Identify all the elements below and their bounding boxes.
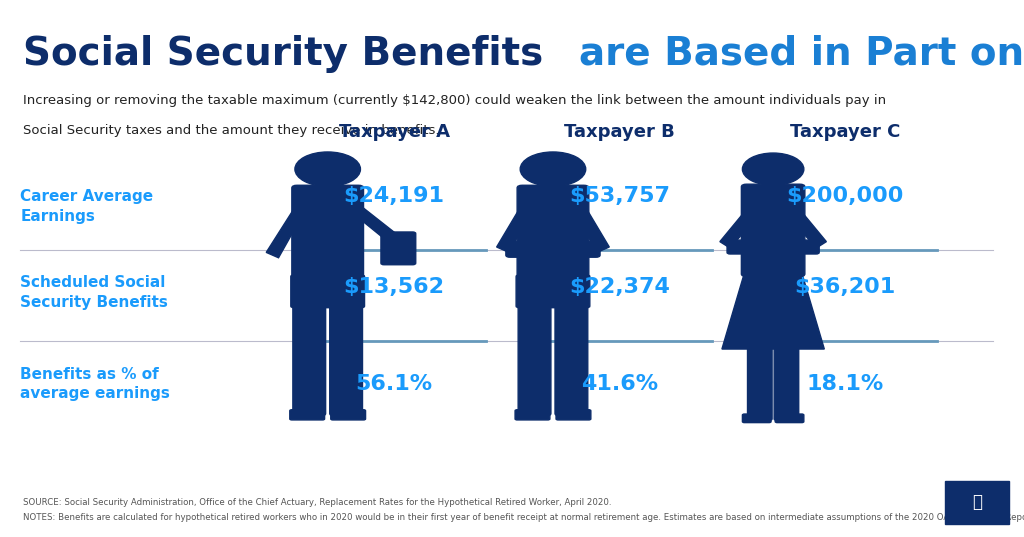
Text: 18.1%: 18.1% [806, 374, 884, 394]
Text: Social Security taxes and the amount they receive in benefits.: Social Security taxes and the amount the… [23, 124, 439, 136]
FancyBboxPatch shape [518, 299, 551, 416]
FancyBboxPatch shape [556, 410, 591, 420]
Text: Taxpayer A: Taxpayer A [339, 122, 450, 141]
Text: Increasing or removing the taxable maximum (currently $142,800) could weaken the: Increasing or removing the taxable maxim… [23, 94, 886, 107]
Text: Social Security Benefits: Social Security Benefits [23, 35, 556, 73]
Text: Taxpayer C: Taxpayer C [790, 122, 900, 141]
Text: Benefits as % of
average earnings: Benefits as % of average earnings [20, 367, 170, 401]
Polygon shape [348, 204, 399, 244]
FancyBboxPatch shape [945, 481, 1009, 524]
Text: 🔥: 🔥 [972, 493, 982, 511]
Text: Taxpayer B: Taxpayer B [564, 122, 675, 141]
Text: Career Average
Earnings: Career Average Earnings [20, 190, 154, 224]
Text: NOTES: Benefits are calculated for hypothetical retired workers who in 2020 woul: NOTES: Benefits are calculated for hypot… [23, 513, 1024, 522]
Polygon shape [571, 204, 609, 252]
FancyBboxPatch shape [381, 232, 416, 265]
FancyBboxPatch shape [543, 169, 563, 191]
Text: 56.1%: 56.1% [355, 374, 433, 394]
FancyBboxPatch shape [290, 410, 325, 420]
FancyBboxPatch shape [291, 275, 365, 308]
Text: $53,757: $53,757 [569, 186, 670, 206]
Polygon shape [266, 204, 307, 258]
Text: $22,374: $22,374 [569, 277, 670, 297]
FancyBboxPatch shape [506, 241, 600, 257]
FancyBboxPatch shape [330, 299, 362, 416]
FancyBboxPatch shape [741, 184, 805, 277]
Text: Scheduled Social
Security Benefits: Scheduled Social Security Benefits [20, 275, 168, 310]
Text: $200,000: $200,000 [786, 186, 903, 206]
FancyBboxPatch shape [727, 240, 819, 254]
FancyBboxPatch shape [764, 169, 782, 189]
Polygon shape [389, 234, 404, 252]
FancyBboxPatch shape [517, 185, 589, 282]
Text: are Based in Part on Wages: are Based in Part on Wages [579, 35, 1024, 73]
Polygon shape [787, 209, 826, 248]
FancyBboxPatch shape [317, 169, 338, 191]
FancyBboxPatch shape [331, 410, 366, 420]
FancyBboxPatch shape [516, 275, 590, 308]
Polygon shape [722, 273, 824, 349]
Polygon shape [497, 204, 535, 252]
FancyBboxPatch shape [774, 345, 799, 420]
Circle shape [742, 153, 804, 185]
FancyBboxPatch shape [293, 299, 326, 416]
FancyBboxPatch shape [515, 410, 550, 420]
Circle shape [520, 152, 586, 186]
FancyBboxPatch shape [555, 299, 588, 416]
Text: 41.6%: 41.6% [581, 374, 658, 394]
Text: $13,562: $13,562 [344, 277, 444, 297]
FancyBboxPatch shape [292, 185, 364, 282]
Text: $24,191: $24,191 [344, 186, 444, 206]
Circle shape [295, 152, 360, 186]
Polygon shape [720, 209, 759, 248]
FancyBboxPatch shape [742, 414, 771, 423]
Text: SOURCE: Social Security Administration, Office of the Chief Actuary, Replacement: SOURCE: Social Security Administration, … [23, 498, 611, 507]
FancyBboxPatch shape [775, 414, 804, 423]
FancyBboxPatch shape [748, 345, 772, 420]
Text: $36,201: $36,201 [795, 277, 895, 297]
